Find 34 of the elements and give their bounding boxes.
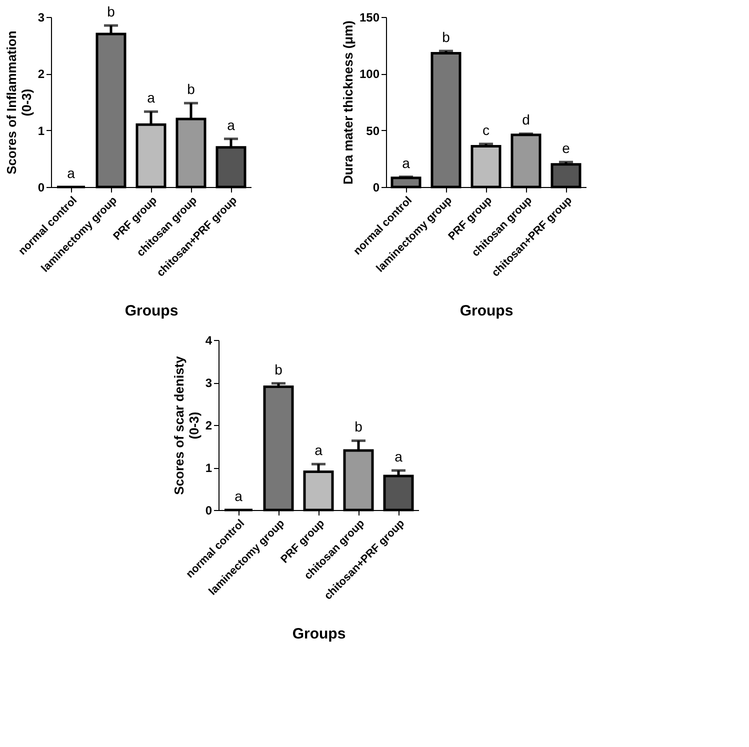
annotation: b — [442, 29, 450, 45]
y-axis-title: Dura mater thickness (μm) — [340, 20, 356, 185]
y-tick-label: 2 — [38, 67, 45, 82]
y-tick-label: 3 — [38, 10, 45, 24]
annotation: e — [562, 140, 570, 156]
x-axis-title: Groups — [460, 302, 514, 320]
y-tick-label: 100 — [359, 67, 380, 82]
y-tick-label: 50 — [366, 124, 380, 138]
y-axis-title: Scores of scar denisty (0-3) — [171, 355, 202, 495]
annotation: b — [274, 361, 283, 378]
y-tick-label: 1 — [205, 461, 212, 475]
x-axis-title: Groups — [292, 626, 346, 643]
annotation: b — [107, 4, 116, 20]
y-tick-label: 1 — [38, 124, 45, 138]
x-axis-title: Groups — [124, 302, 178, 320]
annotation: b — [187, 81, 196, 98]
annotation: a — [314, 442, 323, 458]
y-tick-label: 150 — [359, 10, 380, 24]
annotation: a — [147, 90, 156, 106]
y-axis-title: Scores of Inflammation (0-3) — [4, 30, 34, 174]
y-tick-label: 0 — [205, 504, 212, 518]
annotation: a — [402, 154, 410, 171]
y-tick-label: 3 — [205, 376, 212, 390]
annotation: a — [394, 448, 403, 464]
annotation: b — [354, 418, 363, 435]
y-tick-label: 2 — [205, 418, 212, 432]
annotation: c — [482, 122, 490, 138]
y-tick-label: 4 — [205, 334, 212, 348]
annotation: a — [67, 165, 76, 181]
y-tick-label: 0 — [372, 180, 380, 194]
annotation: a — [234, 488, 243, 504]
y-tick-label: 0 — [38, 180, 45, 194]
annotation: d — [522, 112, 530, 128]
annotation: a — [227, 116, 236, 133]
